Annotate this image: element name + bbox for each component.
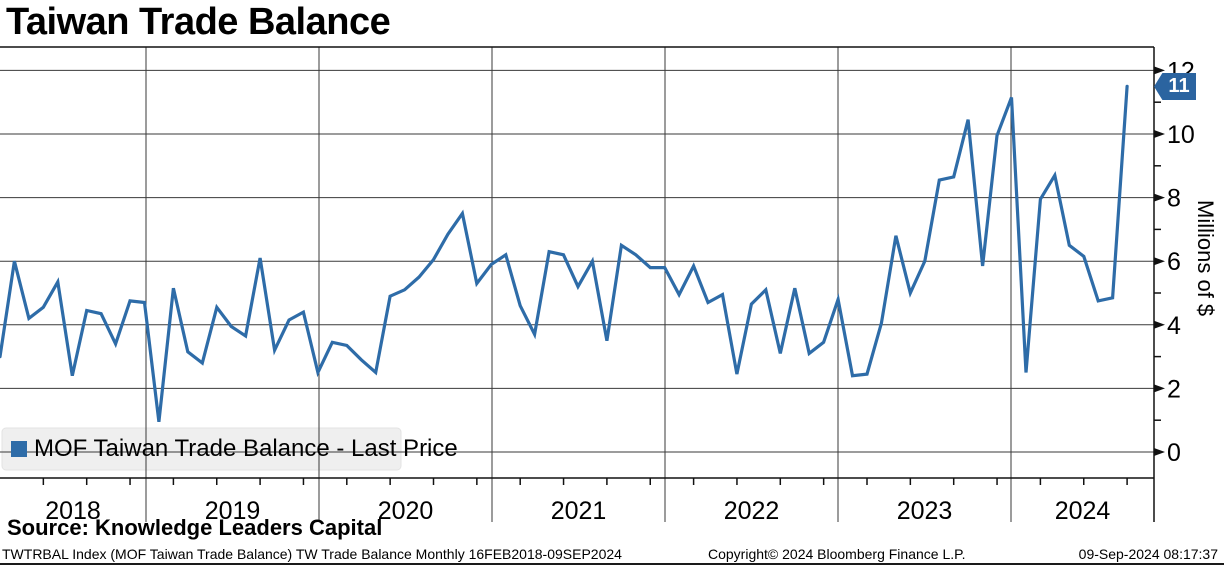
y-axis-title: Millions of $	[1193, 199, 1218, 317]
timestamp: 09-Sep-2024 08:17:37	[1078, 546, 1218, 562]
y-tick-label: 0	[1167, 439, 1181, 467]
copyright-notice: Copyright© 2024 Bloomberg Finance L.P.	[708, 546, 966, 562]
trade-balance-line	[0, 84, 1129, 422]
y-tick-label: 6	[1167, 248, 1181, 276]
x-year-label: 2021	[551, 497, 607, 525]
last-price-badge-value: 11	[1168, 75, 1190, 97]
ticker-description: TWTRBAL Index (MOF Taiwan Trade Balance)…	[2, 546, 622, 562]
y-major-tick-arrow-icon	[1154, 448, 1165, 456]
panel-bottom-divider	[0, 563, 1224, 565]
x-year-label: 2023	[897, 497, 953, 525]
page-title: Taiwan Trade Balance	[6, 1, 391, 43]
y-tick-label: 4	[1167, 312, 1181, 340]
legend-label: MOF Taiwan Trade Balance - Last Price	[34, 435, 458, 462]
y-major-tick-arrow-icon	[1154, 66, 1165, 75]
legend-background	[1, 427, 402, 471]
y-major-tick-arrow-icon	[1154, 193, 1165, 202]
x-year-label: 2019	[205, 497, 261, 525]
legend[interactable]: MOF Taiwan Trade Balance - Last Price	[2, 428, 458, 470]
x-year-label: 2020	[378, 497, 434, 525]
source-credit: Source: Knowledge Leaders Capital	[7, 515, 383, 540]
y-tick-label: 2	[1167, 375, 1181, 403]
legend-series-marker-icon	[11, 441, 27, 457]
x-year-label: 2022	[724, 497, 780, 525]
y-tick-label: 10	[1167, 121, 1195, 149]
x-year-label: 2018	[45, 497, 101, 525]
y-tick-label: 8	[1167, 185, 1181, 213]
y-major-tick-arrow-icon	[1154, 384, 1165, 393]
y-major-tick-arrow-icon	[1154, 257, 1165, 266]
y-major-tick-arrow-icon	[1154, 320, 1165, 329]
y-major-tick-arrow-icon	[1154, 130, 1165, 138]
x-year-label: 2024	[1055, 497, 1111, 525]
last-price-badge: 11	[1154, 73, 1196, 100]
